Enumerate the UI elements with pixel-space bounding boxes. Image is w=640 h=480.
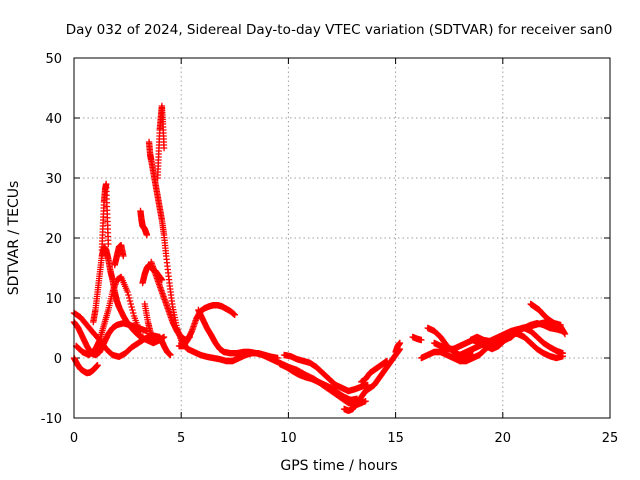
series-prn-y	[467, 318, 564, 347]
series-prn-c	[70, 354, 101, 377]
grid-lines	[74, 58, 610, 418]
series-prn-k	[154, 102, 168, 182]
data-point	[383, 357, 391, 365]
data-point	[129, 306, 136, 314]
data-point	[231, 311, 238, 318]
series-prn-t	[358, 357, 391, 386]
series-prn-q	[280, 351, 371, 395]
data-point	[105, 240, 112, 248]
data-points	[70, 102, 569, 414]
data-point	[559, 350, 567, 357]
data-point	[126, 294, 133, 302]
series-prn-ab	[456, 351, 476, 365]
x-tick-label: 0	[70, 431, 78, 446]
y-tick-label: 10	[45, 292, 62, 307]
data-point	[127, 300, 135, 308]
series-prn-h	[137, 207, 151, 239]
x-tick-label: 5	[177, 431, 185, 446]
series-prn-n	[175, 302, 238, 350]
y-tick-label: 20	[45, 232, 62, 247]
data-point	[120, 252, 127, 260]
data-point	[274, 354, 281, 362]
data-point	[94, 362, 101, 369]
data-point	[125, 291, 132, 299]
y-tick-label: 30	[45, 172, 62, 187]
x-tick-label: 25	[602, 431, 619, 446]
data-point	[167, 351, 174, 359]
axis-ticks: 0 5 10 15 20 25 -10 0 10 20 30 40 50	[41, 52, 619, 446]
data-point	[561, 330, 569, 338]
series-prn-g	[111, 242, 127, 269]
x-axis-label: GPS time / hours	[280, 458, 397, 474]
series-prn-aa	[409, 333, 425, 344]
series-prn-r	[276, 360, 361, 404]
y-tick-label: 40	[45, 112, 62, 127]
data-point	[124, 288, 131, 296]
x-tick-label: 20	[495, 431, 512, 446]
plot-frame	[73, 57, 611, 419]
y-tick-label: 0	[54, 352, 62, 367]
x-tick-label: 10	[280, 431, 297, 446]
data-point	[396, 339, 404, 347]
y-tick-label: 50	[45, 52, 62, 67]
y-axis-label: SDTVAR / TECUs	[6, 181, 22, 296]
data-point	[160, 144, 168, 152]
series-prn-j	[145, 138, 189, 350]
series-prn-u	[392, 339, 404, 356]
x-tick-label: 15	[387, 431, 404, 446]
data-point	[362, 398, 369, 405]
y-tick-label: -10	[41, 412, 62, 427]
series-prn-p	[178, 339, 281, 365]
chart-title: Day 032 of 2024, Sidereal Day-to-day VTE…	[66, 22, 613, 38]
series-prn-z	[527, 300, 569, 338]
series-prn-s	[340, 345, 404, 414]
data-point	[126, 297, 134, 305]
data-point	[143, 231, 151, 239]
series-prn-l	[141, 300, 174, 359]
data-point	[130, 309, 137, 317]
series-prn-f	[98, 180, 112, 254]
data-point	[418, 336, 425, 344]
data-point	[469, 351, 476, 359]
data-point	[128, 303, 135, 311]
